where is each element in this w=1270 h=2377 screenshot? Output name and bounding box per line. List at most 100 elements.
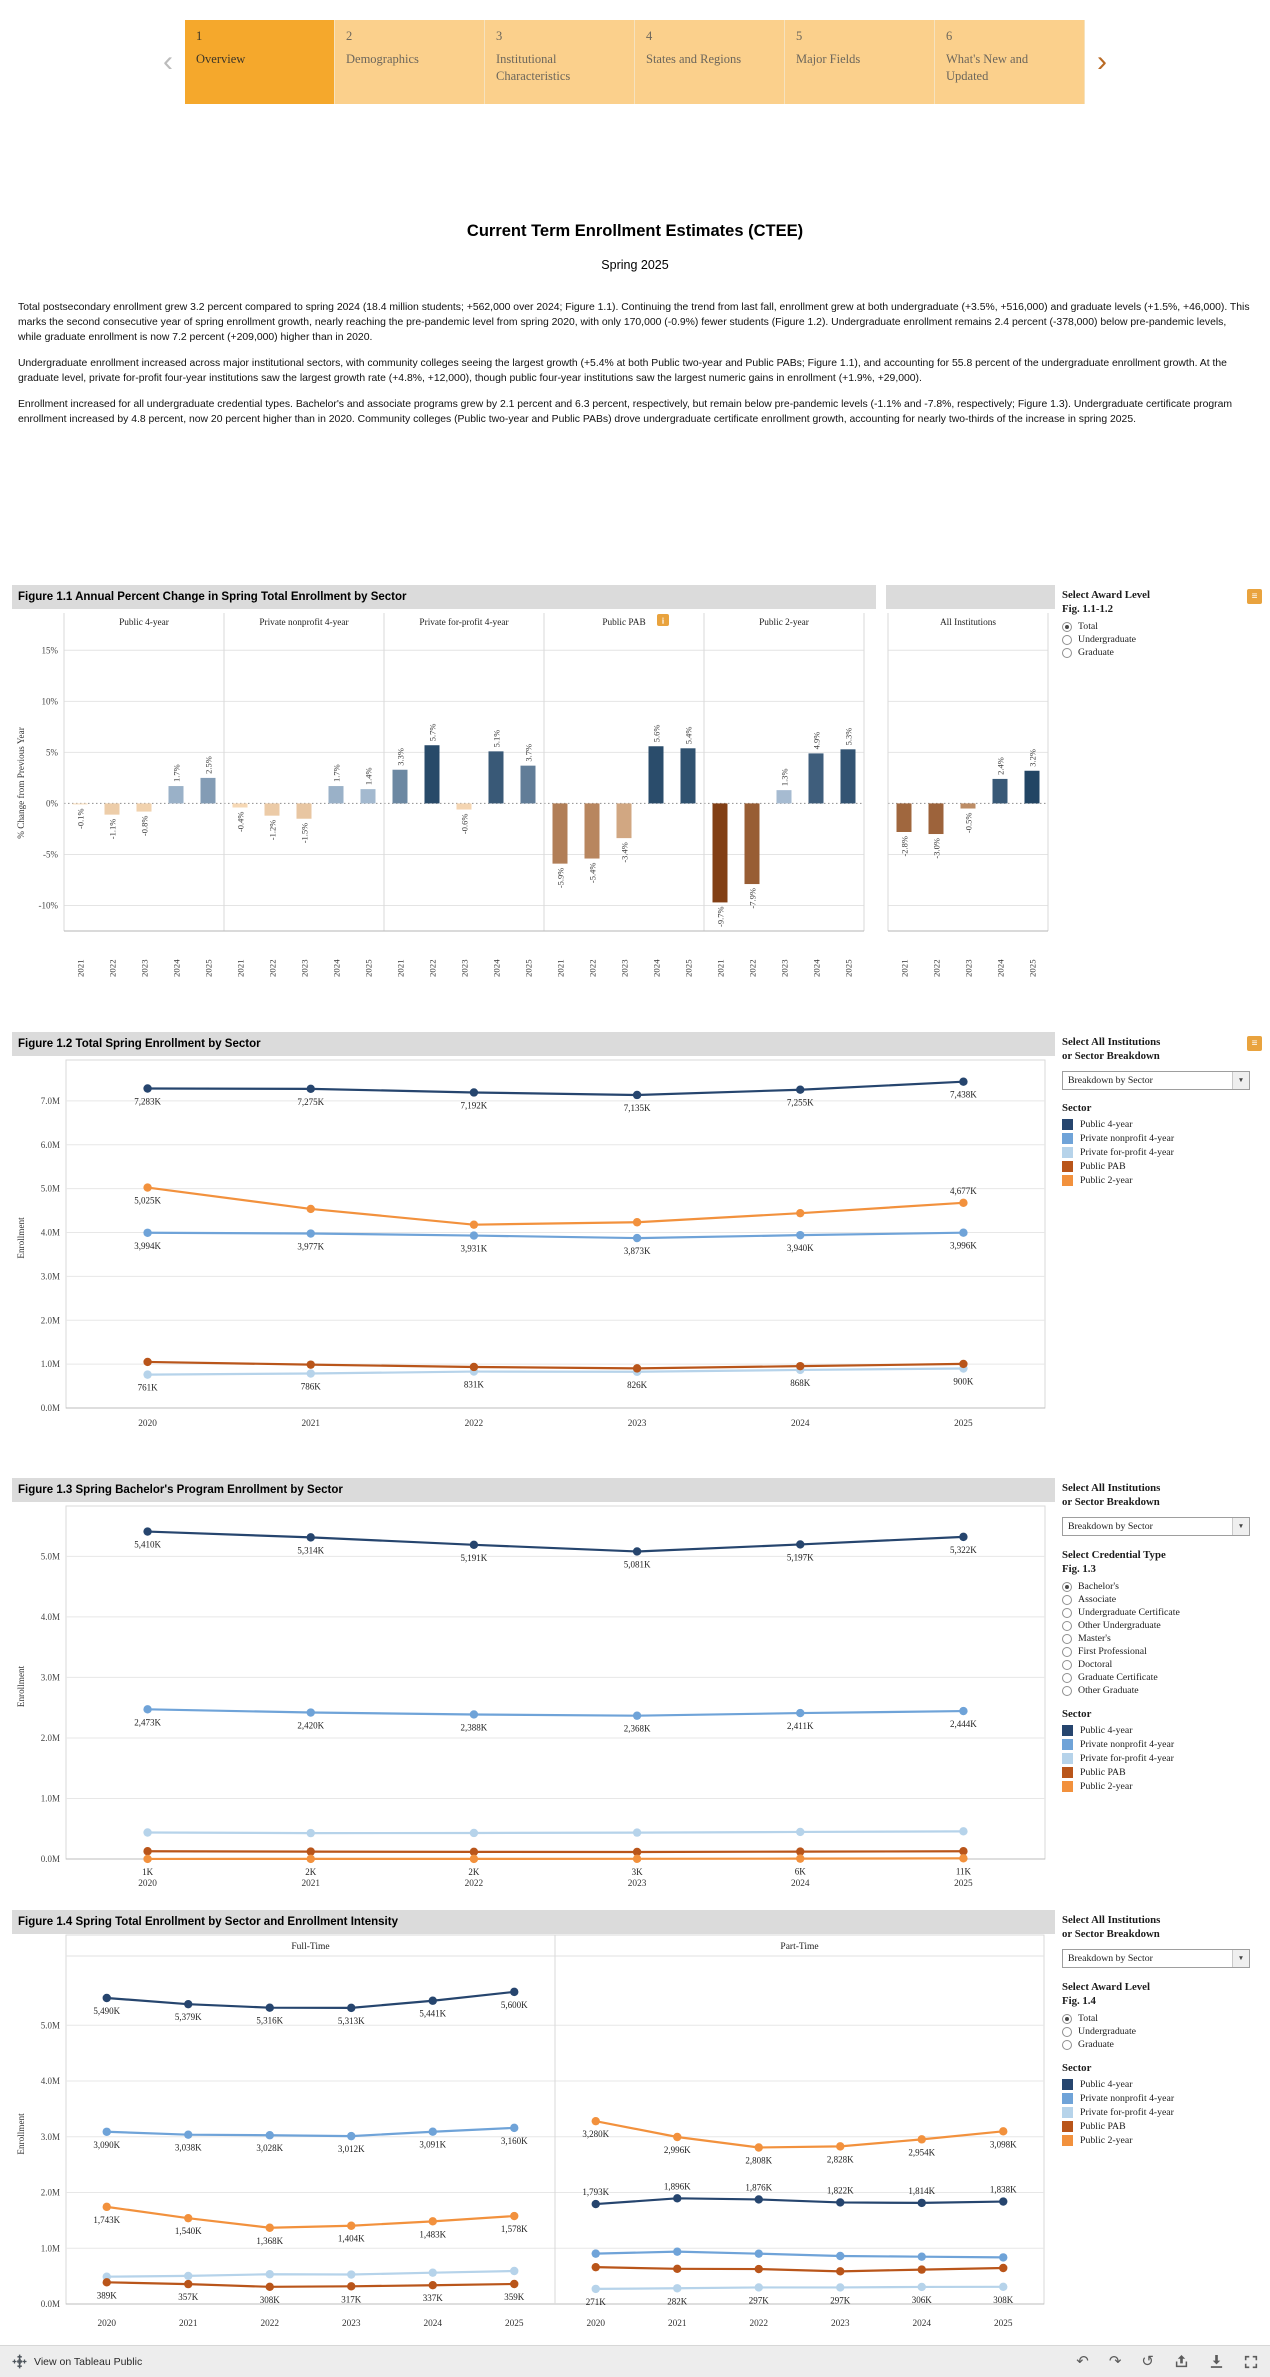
svg-text:2025: 2025 bbox=[954, 1879, 973, 1889]
legend-label: Private nonprofit 4-year bbox=[1080, 2093, 1175, 2105]
award-level-option-total[interactable]: Total bbox=[1062, 2013, 1264, 2024]
redo-icon[interactable]: ↷ bbox=[1108, 2353, 1122, 2370]
nav-tab-major-fields[interactable]: 5 Major Fields bbox=[785, 20, 935, 104]
fig14-series-public-2-year-full-time: 1,743K 1,540K 1,368K 1,404K 1,483K 1,578K bbox=[93, 2202, 528, 2246]
svg-text:2024: 2024 bbox=[172, 959, 182, 977]
svg-text:-0.4%: -0.4% bbox=[236, 811, 246, 832]
legend-item-private-for-profit-4-year[interactable]: Private for-profit 4-year bbox=[1062, 2107, 1264, 2119]
svg-text:2025: 2025 bbox=[994, 2319, 1013, 2329]
svg-text:3,091K: 3,091K bbox=[419, 2140, 446, 2150]
credential-type-option-bachelor-s[interactable]: Bachelor's bbox=[1062, 1581, 1264, 1592]
legend-label: Private nonprofit 4-year bbox=[1080, 1739, 1175, 1751]
sector-breakdown-title: Select All Institutions or Sector Breakd… bbox=[1062, 1481, 1264, 1509]
credential-type-option-other-graduate[interactable]: Other Graduate bbox=[1062, 1685, 1264, 1696]
radio-icon bbox=[1062, 1594, 1072, 1605]
credential-type-option-doctoral[interactable]: Doctoral bbox=[1062, 1659, 1264, 1670]
fig14-series-public-2-year-part-time: 3,280K 2,996K 2,808K 2,828K 2,954K 3,098K bbox=[582, 2116, 1017, 2165]
sector-breakdown-select[interactable]: Breakdown by Sector ▼ bbox=[1062, 1071, 1250, 1091]
legend-item-private-nonprofit-4-year[interactable]: Private nonprofit 4-year bbox=[1062, 1133, 1264, 1145]
legend-item-public-pab[interactable]: Public PAB bbox=[1062, 1767, 1264, 1779]
svg-text:2021: 2021 bbox=[301, 1419, 320, 1429]
sector-breakdown-select[interactable]: Breakdown by Sector ▼ bbox=[1062, 1517, 1250, 1537]
legend-item-public-2-year[interactable]: Public 2-year bbox=[1062, 1781, 1264, 1793]
share-icon[interactable] bbox=[1174, 2354, 1189, 2369]
svg-text:1.0M: 1.0M bbox=[41, 1359, 60, 1369]
svg-text:2022: 2022 bbox=[465, 1419, 484, 1429]
legend-item-private-for-profit-4-year[interactable]: Private for-profit 4-year bbox=[1062, 1147, 1264, 1159]
view-on-tableau-public-link[interactable]: View on Tableau Public bbox=[12, 2354, 142, 2369]
filter-title-line1: Select All Institutions bbox=[1062, 1036, 1161, 1048]
fig14-series-private-nonprofit-4-year-full-time: 3,090K 3,038K 3,028K 3,012K 3,091K 3,160K bbox=[93, 2123, 528, 2154]
filter-title-line1: Select Credential Type bbox=[1062, 1549, 1166, 1562]
fig13-series-private-nonprofit-4-year: 2,473K 2,420K 2,388K 2,368K 2,411K 2,444K bbox=[134, 1705, 977, 1734]
award-level-option-graduate[interactable]: Graduate bbox=[1062, 647, 1264, 658]
svg-text:3,038K: 3,038K bbox=[175, 2143, 202, 2153]
nav-tab-demographics[interactable]: 2 Demographics bbox=[335, 20, 485, 104]
svg-text:868K: 868K bbox=[790, 1378, 811, 1388]
award-level-option-total[interactable]: Total bbox=[1062, 621, 1264, 632]
radio-icon bbox=[1062, 634, 1072, 645]
svg-text:2022: 2022 bbox=[588, 959, 598, 977]
fig14-series-private-for-profit-4-year-full-time bbox=[102, 2266, 519, 2281]
fig14-series-public-4-year-part-time: 1,793K 1,896K 1,876K 1,822K 1,814K 1,838K bbox=[582, 2181, 1017, 2209]
svg-text:5,191K: 5,191K bbox=[461, 1553, 488, 1563]
legend-item-public-4-year[interactable]: Public 4-year bbox=[1062, 1725, 1264, 1737]
legend-item-public-2-year[interactable]: Public 2-year bbox=[1062, 1175, 1264, 1187]
filter-type-icon[interactable]: ≡ bbox=[1247, 1036, 1262, 1051]
award-level-option-undergraduate[interactable]: Undergraduate bbox=[1062, 2026, 1264, 2037]
credential-type-option-undergraduate-certificate[interactable]: Undergraduate Certificate bbox=[1062, 1607, 1264, 1618]
chevron-down-icon: ▼ bbox=[1232, 1072, 1249, 1090]
radio-label: Total bbox=[1078, 621, 1098, 633]
nav-tab-states-and-regions[interactable]: 4 States and Regions bbox=[635, 20, 785, 104]
sector-legend: Public 4-year Private nonprofit 4-year Pri… bbox=[1062, 1725, 1264, 1793]
svg-text:2025: 2025 bbox=[1028, 959, 1038, 977]
credential-type-option-first-professional[interactable]: First Professional bbox=[1062, 1646, 1264, 1657]
nav-tab-institutional-characteristics[interactable]: 3 Institutional Characteristics bbox=[485, 20, 635, 104]
svg-text:3,994K: 3,994K bbox=[134, 1241, 161, 1251]
award-level-option-graduate[interactable]: Graduate bbox=[1062, 2039, 1264, 2050]
svg-text:2023: 2023 bbox=[342, 2319, 361, 2329]
svg-text:Public 2-year: Public 2-year bbox=[759, 618, 810, 628]
svg-text:3,028K: 3,028K bbox=[256, 2143, 283, 2153]
nav-tab-what-s-new-and-updated[interactable]: 6 What's New and Updated bbox=[935, 20, 1085, 104]
nav-tab-number: 3 bbox=[496, 29, 503, 43]
credential-type-option-graduate-certificate[interactable]: Graduate Certificate bbox=[1062, 1672, 1264, 1683]
credential-type-option-other-undergraduate[interactable]: Other Undergraduate bbox=[1062, 1620, 1264, 1631]
figure-1-4-chart[interactable]: 0.0M 1.0M 2.0M 3.0M 4.0M 5.0M Enrollment Full-T… bbox=[12, 1934, 1055, 2339]
legend-item-private-nonprofit-4-year[interactable]: Private nonprofit 4-year bbox=[1062, 2093, 1264, 2105]
svg-text:2,473K: 2,473K bbox=[134, 1717, 161, 1727]
filter-type-icon[interactable]: ≡ bbox=[1247, 589, 1262, 604]
fig11-panel-all-institutions: All Institutions -2.8% 2021 -3.0% 2022 -0.5% 2… bbox=[896, 618, 1040, 977]
radio-icon bbox=[1062, 2026, 1072, 2037]
credential-type-filter-title: Select Credential Type Fig. 1.3 bbox=[1062, 1548, 1264, 1576]
nav-tab-overview[interactable]: 1 Overview bbox=[185, 20, 335, 104]
legend-item-private-nonprofit-4-year[interactable]: Private nonprofit 4-year bbox=[1062, 1739, 1264, 1751]
legend-item-private-for-profit-4-year[interactable]: Private for-profit 4-year bbox=[1062, 1753, 1264, 1765]
fullscreen-icon[interactable] bbox=[1244, 2355, 1258, 2369]
tableau-logo-icon bbox=[12, 2354, 27, 2369]
figure-1-3-chart[interactable]: 0.0M 1.0M 2.0M 3.0M 4.0M 5.0M Enrollment 2020 20… bbox=[12, 1502, 1055, 1899]
legend-item-public-pab[interactable]: Public PAB bbox=[1062, 1161, 1264, 1173]
legend-item-public-4-year[interactable]: Public 4-year bbox=[1062, 2079, 1264, 2091]
svg-text:3,931K: 3,931K bbox=[461, 1244, 488, 1254]
reset-icon[interactable]: ↺ bbox=[1141, 2353, 1154, 2370]
undo-icon[interactable]: ↶ bbox=[1076, 2353, 1089, 2370]
download-icon[interactable] bbox=[1209, 2354, 1224, 2369]
nav-previous-button[interactable]: ‹ bbox=[163, 45, 173, 78]
credential-type-option-master-s[interactable]: Master's bbox=[1062, 1633, 1264, 1644]
sector-legend: Public 4-year Private nonprofit 4-year Pri… bbox=[1062, 1119, 1264, 1187]
sector-breakdown-select[interactable]: Breakdown by Sector ▼ bbox=[1062, 1949, 1250, 1969]
svg-text:-2.8%: -2.8% bbox=[900, 836, 910, 857]
award-level-option-undergraduate[interactable]: Undergraduate bbox=[1062, 634, 1264, 645]
legend-item-public-4-year[interactable]: Public 4-year bbox=[1062, 1119, 1264, 1131]
legend-item-public-pab[interactable]: Public PAB bbox=[1062, 2121, 1264, 2133]
legend-item-public-2-year[interactable]: Public 2-year bbox=[1062, 2135, 1264, 2147]
credential-type-option-associate[interactable]: Associate bbox=[1062, 1594, 1264, 1605]
award-level-filter-title: Select Award Level Fig. 1.1-1.2 ≡ bbox=[1062, 588, 1264, 616]
figure-1-2-chart[interactable]: 0.0M 1.0M 2.0M 3.0M 4.0M 5.0M 6.0M 7.0M Enrollme… bbox=[12, 1056, 1055, 1441]
figure-1-1-chart[interactable]: 15% 10% 5% 0% -5% -10% % Change from Previous … bbox=[12, 609, 1055, 986]
nav-next-button[interactable]: › bbox=[1097, 45, 1107, 78]
svg-text:1.4%: 1.4% bbox=[364, 767, 374, 785]
svg-text:% Change from Previous Year: % Change from Previous Year bbox=[16, 727, 26, 839]
svg-text:Private nonprofit 4-year: Private nonprofit 4-year bbox=[259, 617, 349, 628]
